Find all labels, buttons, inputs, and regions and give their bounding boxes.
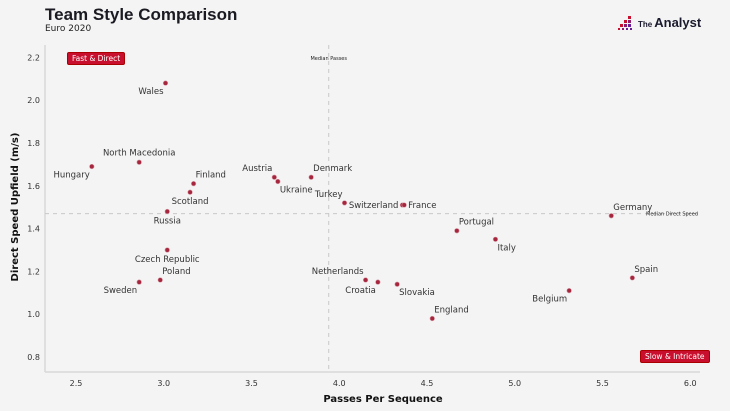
point-label-netherlands: Netherlands [312,267,364,277]
point-label-poland: Poland [162,267,190,277]
point-label-switzerland: Switzerland [349,201,399,211]
point-denmark[interactable] [308,174,314,180]
point-slovakia[interactable] [394,281,400,287]
brand-word: Analyst [654,15,702,30]
point-turkey[interactable] [341,200,348,206]
point-label-finland: Finland [196,171,226,181]
point-sweden[interactable] [136,279,142,285]
point-belgium[interactable] [566,288,572,294]
point-croatia[interactable] [375,279,381,285]
point-portugal[interactable] [454,228,460,234]
x-tick-label: 4.5 [421,379,434,388]
y-tick-label: 0.8 [27,353,40,362]
reference-lines: Median Passes Median Direct Speed [45,45,700,372]
point-label-wales: Wales [138,87,164,97]
median-passes-label: Median Passes [310,56,347,62]
point-ukraine[interactable] [275,178,281,185]
point-label-russia: Russia [154,216,181,226]
point-poland[interactable] [157,277,163,283]
y-tick-label: 1.0 [27,310,40,319]
point-russia[interactable] [164,208,170,215]
point-finland[interactable] [190,181,197,187]
brand-logo: The Analyst [618,15,701,30]
chart-title: Team Style Comparison [45,5,238,24]
point-france[interactable] [401,202,407,208]
x-tick-label: 3.5 [245,379,258,388]
x-tick-label: 5.0 [508,379,521,388]
point-label-germany: Germany [613,203,652,213]
point-label-croatia: Croatia [345,286,376,296]
point-england[interactable] [429,315,435,322]
y-tick-label: 1.8 [27,139,40,148]
x-axis-label: Passes Per Sequence [323,394,443,405]
point-label-hungary: Hungary [53,171,89,181]
point-label-austria: Austria [242,164,272,174]
point-label-italy: Italy [497,243,515,253]
point-label-belgium: Belgium [532,295,567,305]
point-label-ukraine: Ukraine [280,186,313,196]
y-tick-label: 1.4 [27,225,40,234]
point-netherlands[interactable] [362,277,369,283]
point-label-north-macedonia: North Macedonia [103,148,175,158]
chart-subtitle: Euro 2020 [45,24,92,34]
point-label-france: France [408,201,436,211]
point-label-england: England [434,305,469,315]
point-wales[interactable] [162,80,169,86]
quadrant-label-fast-direct: Fast & Direct [67,52,126,65]
x-tick-label: 6.0 [684,379,697,388]
y-axis-label: Direct Speed Upfield (m/s) [10,133,21,282]
point-italy[interactable] [492,236,499,242]
point-label-sweden: Sweden [104,286,138,296]
point-label-denmark: Denmark [313,164,352,174]
data-points: Wales North Macedonia Hungary Finland Scotla… [53,80,658,322]
x-tick-label: 4.0 [333,379,346,388]
y-tick-label: 2.2 [27,53,40,62]
axes: 2.5 3.0 3.5 4.0 4.5 5.0 5.5 6.0 0.8 1.0 1.2 1.4 1.6 1… [27,45,700,388]
point-spain[interactable] [629,275,635,281]
brand-prefix: The [638,20,653,29]
point-hungary[interactable] [89,163,95,170]
x-tick-label: 2.5 [70,379,83,388]
point-austria[interactable] [271,174,277,180]
median-speed-label: Median Direct Speed [646,212,698,218]
point-label-slovakia: Slovakia [399,288,435,298]
y-tick-label: 1.2 [27,267,40,276]
point-label-scotland: Scotland [172,197,209,207]
quadrant-label-slow-intricate: Slow & Intricate [640,350,710,363]
point-label-turkey: Turkey [314,190,343,200]
y-tick-label: 1.6 [27,182,40,191]
analyst-logo-icon [618,15,632,30]
point-germany[interactable] [608,213,614,219]
x-tick-label: 5.5 [596,379,609,388]
x-tick-label: 3.0 [157,379,170,388]
point-scotland[interactable] [187,189,193,195]
point-label-spain: Spain [634,265,658,275]
y-tick-label: 2.0 [27,96,40,105]
point-label-czech-republic: Czech Republic [135,255,200,265]
brand-name: The Analyst [638,15,701,30]
point-label-portugal: Portugal [459,218,494,228]
point-czech-republic[interactable] [164,247,170,253]
point-north-macedonia[interactable] [136,159,142,165]
